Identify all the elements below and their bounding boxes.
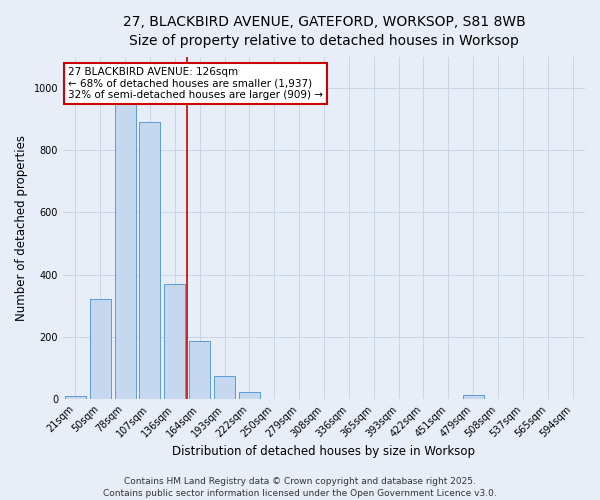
Bar — [214, 376, 235, 399]
Text: 27 BLACKBIRD AVENUE: 126sqm
← 68% of detached houses are smaller (1,937)
32% of : 27 BLACKBIRD AVENUE: 126sqm ← 68% of det… — [68, 67, 323, 100]
Bar — [239, 392, 260, 399]
Bar — [463, 396, 484, 399]
Title: 27, BLACKBIRD AVENUE, GATEFORD, WORKSOP, S81 8WB
Size of property relative to de: 27, BLACKBIRD AVENUE, GATEFORD, WORKSOP,… — [122, 15, 526, 48]
Bar — [65, 396, 86, 399]
Bar — [139, 122, 160, 399]
Bar — [89, 300, 111, 399]
Bar — [189, 342, 210, 399]
Y-axis label: Number of detached properties: Number of detached properties — [15, 135, 28, 321]
Bar — [115, 88, 136, 399]
X-axis label: Distribution of detached houses by size in Worksop: Distribution of detached houses by size … — [172, 444, 475, 458]
Bar — [164, 284, 185, 399]
Text: Contains HM Land Registry data © Crown copyright and database right 2025.
Contai: Contains HM Land Registry data © Crown c… — [103, 476, 497, 498]
